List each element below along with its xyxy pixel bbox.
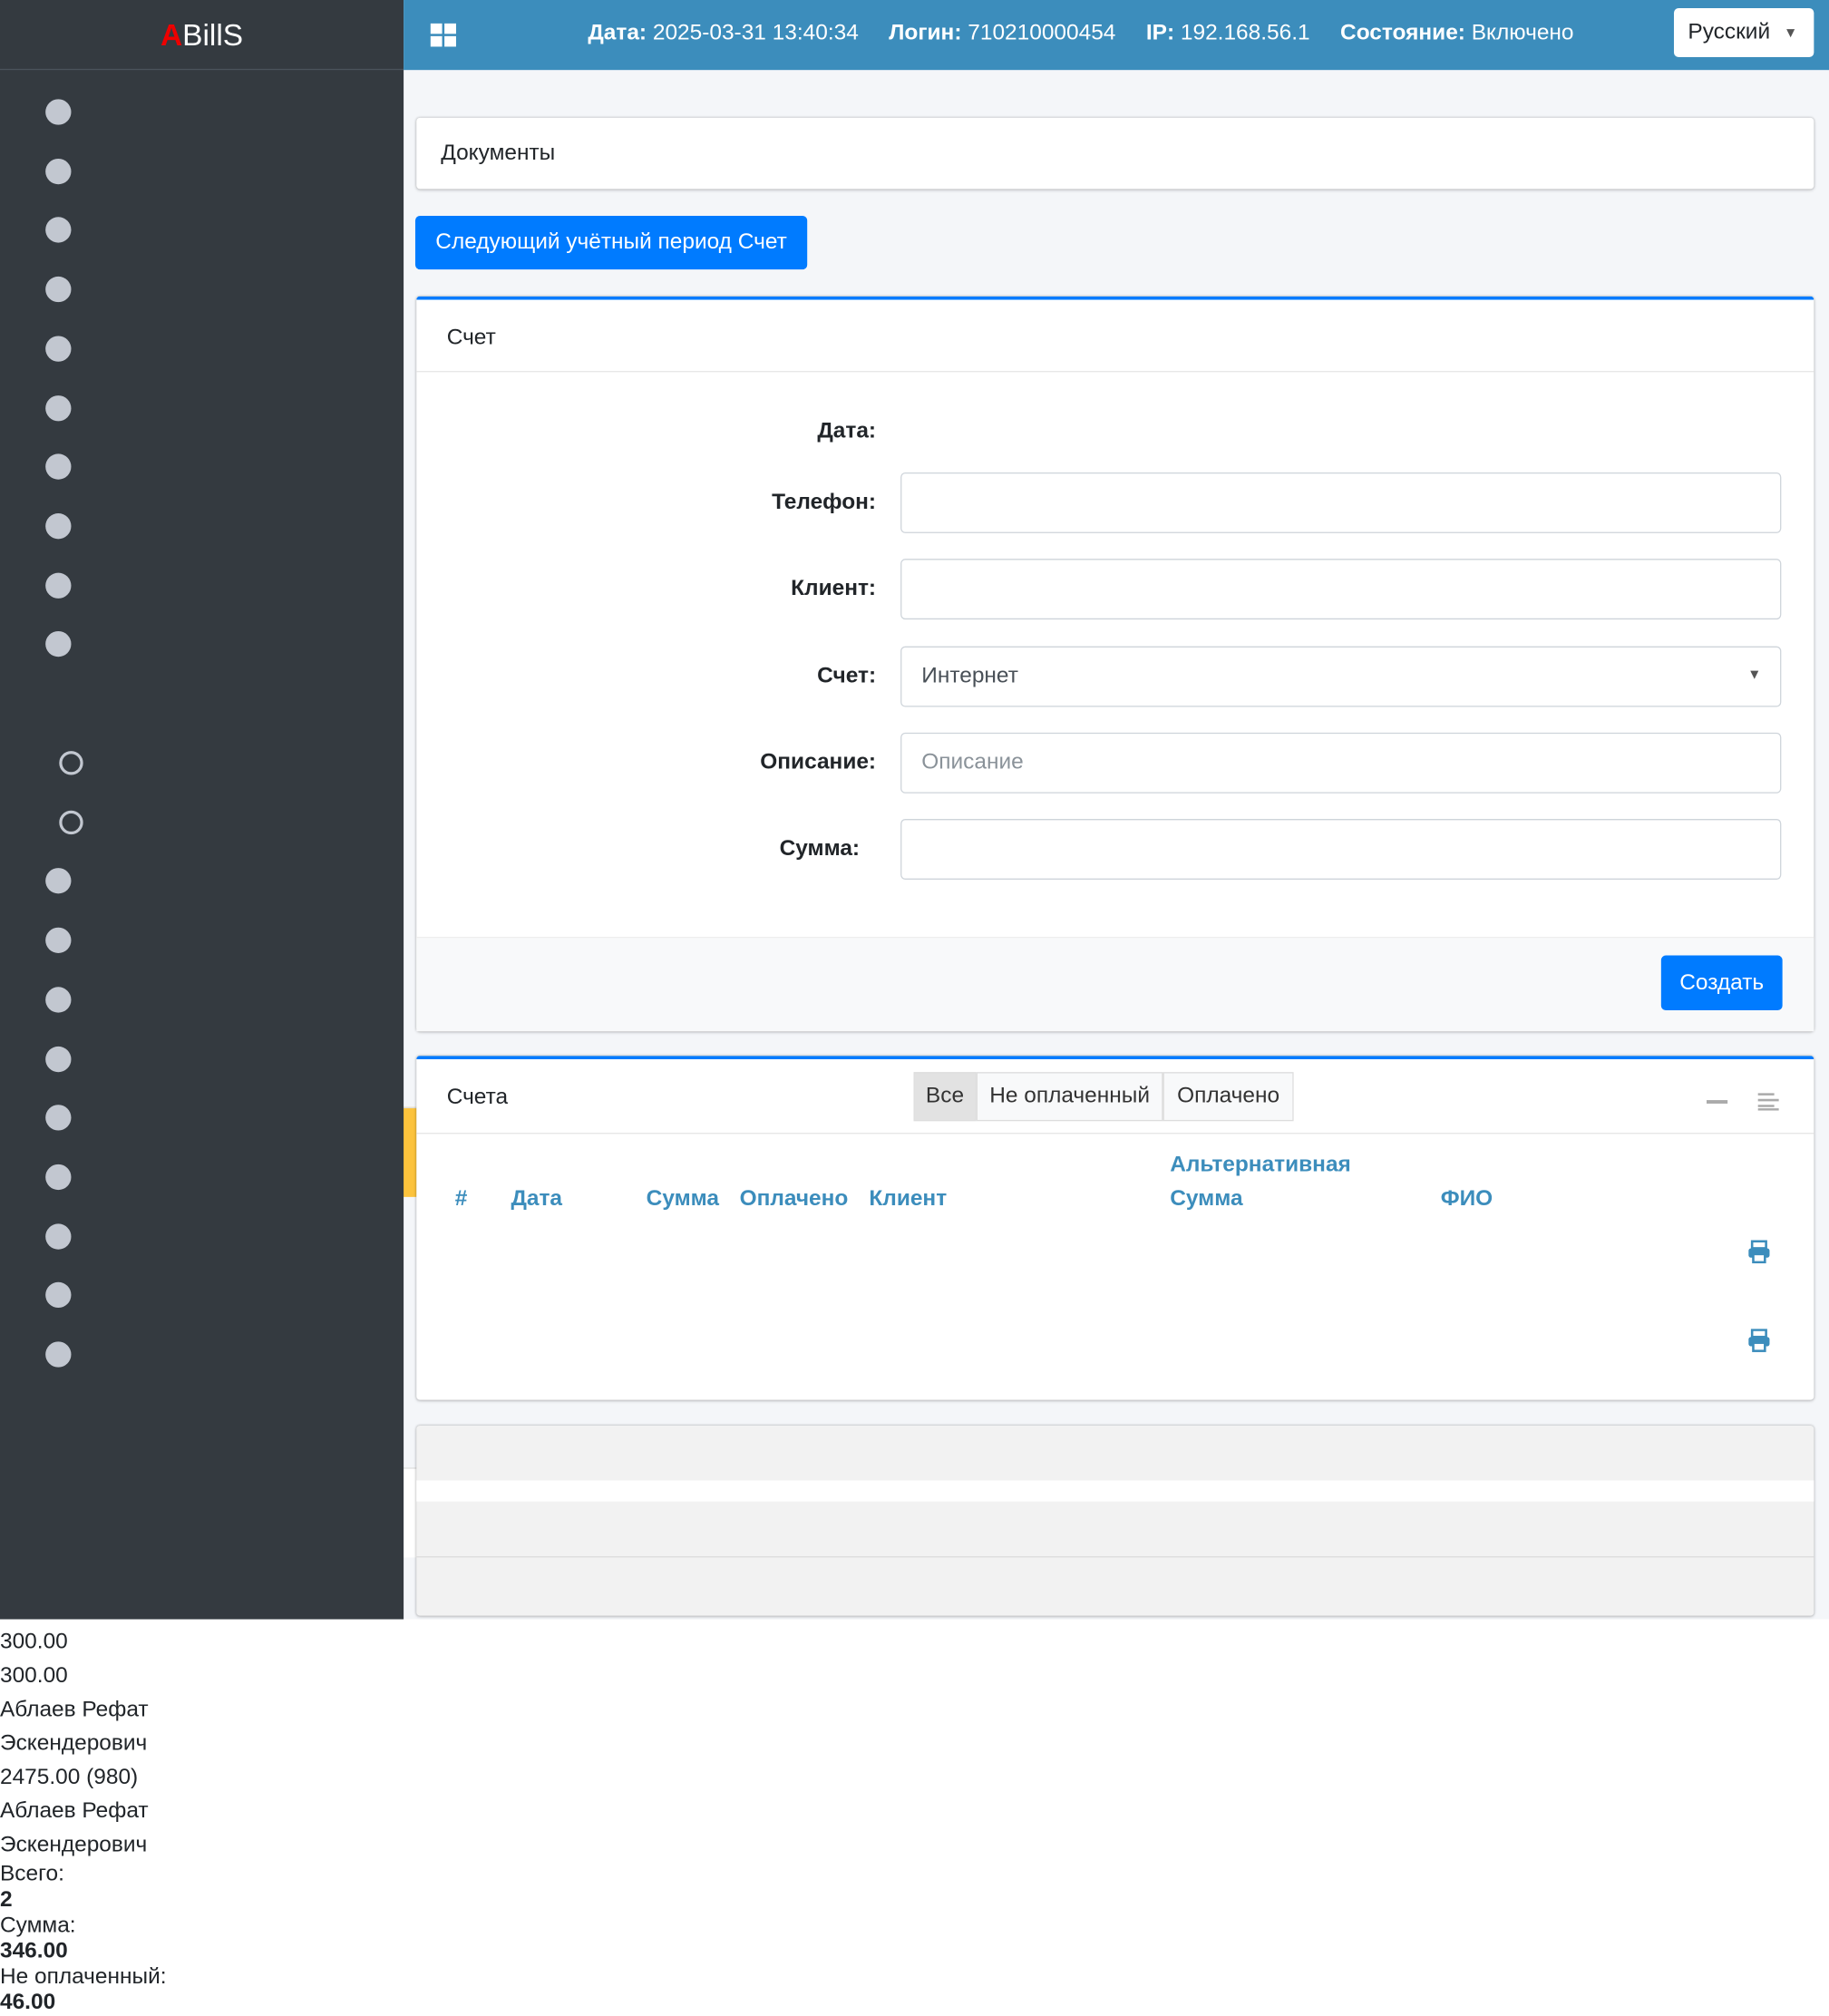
summary-value: 46.00 — [0, 1990, 56, 2015]
language: Русский — [1688, 19, 1771, 44]
collapse-icon[interactable] — [1707, 1100, 1728, 1104]
menu-icon — [45, 99, 72, 125]
header-field: IP: 192.168.56.1 — [1146, 21, 1310, 45]
breadcrumb: Документы — [441, 141, 556, 166]
next-period-button[interactable]: Следующий учётный период Счет — [414, 215, 808, 270]
summary-card — [416, 1425, 1814, 1616]
menu-icon — [45, 631, 72, 657]
header-label: IP: — [1145, 21, 1175, 46]
menu-icon — [59, 810, 83, 834]
form-label: Телефон: — [772, 490, 877, 515]
menu-icon — [45, 158, 72, 184]
table-cell: 300.00 — [0, 1663, 68, 1689]
breadcrumb-card: Документы — [416, 117, 1814, 190]
summary-label: Не оплаченный: — [0, 1964, 167, 1990]
column-header[interactable]: Альтернативная Сумма — [1170, 1152, 1351, 1212]
input[interactable] — [900, 559, 1782, 620]
select-caret: ▼ — [1747, 666, 1762, 683]
divider — [416, 1556, 1814, 1558]
header-value: 2025-03-31 13:40:34 — [652, 21, 859, 46]
header-value: Включено — [1471, 21, 1574, 46]
language-select[interactable]: Русский ▼ — [1673, 8, 1814, 58]
logo-rest: BillS — [182, 17, 244, 53]
menu-icon — [45, 572, 72, 599]
summary-label: Всего: — [0, 1862, 64, 1887]
form-label: Клиент: — [791, 576, 877, 601]
menu-icon — [45, 1046, 72, 1072]
table-cell: Аблаев Рефат Эскендерович — [0, 1697, 149, 1757]
form-footer — [416, 936, 1814, 1032]
summary-label: Сумма: — [0, 1913, 76, 1938]
column-header[interactable]: Дата — [511, 1186, 563, 1212]
menu-icon — [45, 987, 72, 1013]
header-info: Дата: 2025-03-31 13:40:34 Логин: 71021000… — [588, 21, 1604, 46]
menu-icon — [45, 1222, 72, 1250]
menu-icon — [45, 1341, 72, 1368]
form-label: Сумма: — [779, 836, 861, 862]
summary-gap — [416, 1480, 1814, 1502]
grid-icon[interactable] — [430, 23, 456, 47]
header-field: Логин: 710210000454 — [889, 21, 1115, 45]
top-bar — [404, 0, 1829, 71]
header-label: Логин: — [889, 21, 962, 46]
menu-icon — [45, 394, 72, 421]
menu-icon — [45, 276, 72, 303]
filter-button[interactable]: Все — [913, 1072, 977, 1122]
divider — [416, 371, 1814, 373]
header-field: Дата: 2025-03-31 13:40:34 — [588, 21, 858, 45]
form-label: Дата: — [817, 418, 877, 443]
filter-button[interactable]: Не оплаченный — [976, 1072, 1163, 1122]
select-value: Интернет — [921, 663, 1018, 688]
menu-icon[interactable] — [1757, 1092, 1779, 1111]
form-label: Описание: — [760, 750, 877, 775]
summary-value: 346.00 — [0, 1938, 68, 1964]
summary-value: 2 — [0, 1887, 13, 1913]
menu-icon — [45, 336, 72, 362]
column-header[interactable]: ФИО — [1440, 1186, 1493, 1212]
print-icon[interactable] — [1747, 1240, 1771, 1264]
submit-button[interactable]: Создать — [1660, 955, 1783, 1011]
menu-icon — [45, 512, 72, 540]
table-title: Счета — [446, 1085, 509, 1110]
input[interactable]: Описание — [900, 732, 1782, 794]
form-title: Счет — [446, 325, 496, 350]
header-label: Состояние: — [1340, 21, 1465, 46]
header-value: 710210000454 — [968, 21, 1116, 46]
divider — [416, 1133, 1814, 1135]
form-label: Счет: — [817, 663, 877, 688]
print-icon[interactable] — [1747, 1329, 1771, 1352]
menu-icon — [45, 1282, 72, 1309]
menu-icon — [45, 1105, 72, 1131]
header-label: Дата: — [588, 21, 647, 46]
menu-icon — [45, 453, 72, 480]
table-cell: Аблаев Рефат Эскендерович — [0, 1798, 149, 1857]
table-cell: 2475.00 (980) — [0, 1765, 139, 1790]
placeholder: Описание — [921, 750, 1024, 775]
input[interactable] — [900, 819, 1782, 881]
column-header[interactable]: Клиент — [869, 1186, 948, 1212]
column-header[interactable]: # — [454, 1186, 468, 1212]
input[interactable]: Интернет ▼ — [900, 646, 1782, 707]
logo[interactable]: ABillS — [0, 0, 404, 71]
input[interactable] — [900, 472, 1782, 533]
logo-a: A — [161, 17, 183, 53]
menu-icon — [45, 217, 72, 244]
menu-icon — [45, 868, 72, 894]
menu-icon — [59, 751, 83, 775]
column-header[interactable]: Оплачено — [739, 1186, 849, 1212]
table-cell: 300.00 — [0, 1630, 68, 1655]
filter-button[interactable]: Оплачено — [1163, 1072, 1294, 1122]
menu-icon — [45, 1164, 72, 1190]
column-header[interactable]: Сумма — [646, 1186, 720, 1212]
menu-icon — [45, 927, 72, 954]
header-value: 192.168.56.1 — [1180, 21, 1310, 46]
header-field: Состояние: Включено — [1340, 21, 1573, 45]
